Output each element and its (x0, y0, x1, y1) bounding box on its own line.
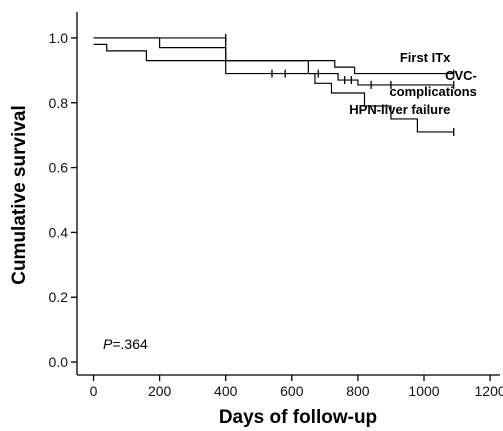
x-tick-label: 0 (90, 383, 98, 399)
series-labels: First ITx CVC-complications HPN-liver fail… (349, 50, 477, 117)
x-tick-label: 1000 (408, 383, 439, 399)
series-label: First ITx (400, 50, 451, 65)
axes (76, 12, 500, 376)
series (93, 33, 455, 136)
x-axis-title: Days of follow-up (219, 407, 377, 428)
y-axis-title: Cumulative survival (9, 105, 30, 285)
y-tick-label: 1.0 (49, 30, 69, 46)
x-tick-label: 400 (214, 383, 238, 399)
series-label-line: First ITx (400, 50, 451, 65)
y-tick-label: 0.4 (49, 224, 69, 240)
y-tick-label: 0.6 (49, 160, 69, 176)
x-tick-label: 200 (148, 383, 172, 399)
series-label: HPN-liver failure (349, 102, 450, 117)
survival-curve (93, 43, 454, 86)
x-tick-label: 600 (280, 383, 304, 399)
series-label-line: HPN-liver failure (349, 102, 450, 117)
series-label-line: complications (389, 84, 476, 99)
series-label: CVC-complications (389, 68, 476, 99)
y-tick-label: 0.8 (49, 95, 69, 111)
x-tick-label: 1200 (475, 383, 503, 399)
survival-curve (93, 37, 454, 133)
p-value-number: =.364 (112, 336, 148, 352)
p-value-annotation: P=.364 (103, 336, 148, 352)
ticks: 0.0 0.2 0.4 0.6 0.8 1.0 0 200 400 600 800 1000 1200 (49, 30, 503, 399)
y-tick-label: 0.2 (49, 289, 69, 305)
series-label-line: CVC- (445, 68, 477, 83)
x-tick-label: 800 (346, 383, 370, 399)
p-value-symbol: P (103, 336, 113, 352)
y-tick-label: 0.0 (49, 354, 69, 370)
